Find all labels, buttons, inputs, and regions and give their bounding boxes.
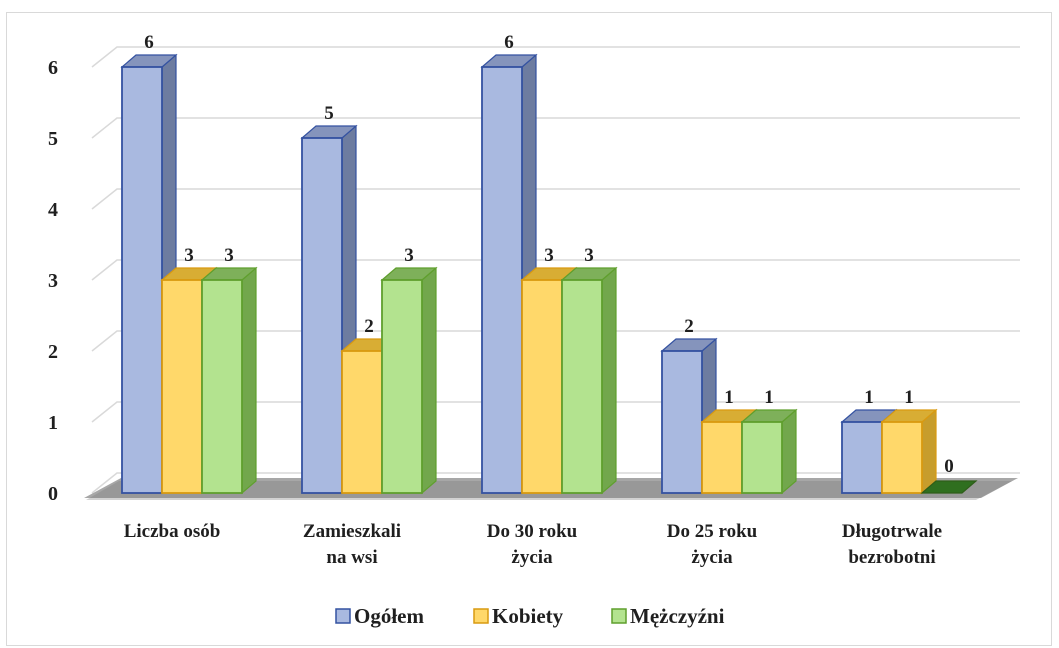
- gridline-4: [91, 188, 1020, 210]
- y-axis: 0 1 2 3 4 5 6: [48, 57, 58, 505]
- bar-side-2-0: [241, 266, 257, 495]
- gridline-5: [91, 117, 1020, 139]
- legend-swatch-1: [473, 608, 489, 624]
- bar-zero-2-4: [920, 480, 978, 494]
- y-tick-label-1: 1: [48, 412, 58, 434]
- bar-2-1: [381, 279, 423, 494]
- bar-1-3: [701, 421, 743, 494]
- value-label-1-0: 3: [184, 245, 194, 266]
- gridline-3: [91, 259, 1020, 281]
- gridline-1: [91, 401, 1020, 423]
- category-label-4-1: bezrobotni: [848, 547, 935, 568]
- bar-side-2-1: [421, 266, 437, 495]
- category-label-4-0: Długotrwale: [842, 521, 942, 542]
- legend-label-0: Ogółem: [354, 604, 424, 628]
- category-label-3-1: życia: [691, 547, 733, 568]
- legend-label-2: Mężczyźni: [630, 604, 725, 628]
- value-label-1-1: 2: [364, 316, 374, 337]
- value-label-0-3: 2: [684, 316, 694, 337]
- bar-0-4: [841, 421, 883, 494]
- category-label-0-0: Liczba osób: [124, 521, 221, 542]
- gridline-6: [91, 46, 1020, 68]
- bar-2-3: [741, 421, 783, 494]
- value-label-0-0: 6: [144, 32, 154, 53]
- bar-0-2: [481, 66, 523, 494]
- category-label-2-0: Do 30 roku: [487, 521, 578, 542]
- value-label-2-3: 1: [764, 387, 774, 408]
- value-label-2-4: 0: [944, 456, 954, 477]
- y-tick-label-2: 2: [48, 341, 58, 363]
- y-tick-label-0: 0: [48, 483, 58, 505]
- value-label-1-4: 1: [904, 387, 914, 408]
- value-label-2-0: 3: [224, 245, 234, 266]
- x-axis: Liczba osób Zamieszkali na wsi Do 30 roku ży…: [124, 521, 942, 568]
- y-tick-label-6: 6: [48, 57, 58, 79]
- value-label-0-1: 5: [324, 103, 334, 124]
- legend-label-1: Kobiety: [492, 604, 564, 628]
- y-tick-label-4: 4: [48, 199, 58, 221]
- category-label-1-0: Zamieszkali: [303, 521, 401, 542]
- gridline-2: [91, 330, 1020, 352]
- legend-swatch-2: [611, 608, 627, 624]
- bar-side-2-2: [601, 266, 617, 495]
- bar-0-1: [301, 137, 343, 494]
- bar-1-1: [341, 350, 383, 494]
- bar-1-0: [161, 279, 203, 494]
- value-label-2-1: 3: [404, 245, 414, 266]
- category-label-2-1: życia: [511, 547, 553, 568]
- y-tick-label-5: 5: [48, 128, 58, 150]
- category-label-1-1: na wsi: [326, 547, 377, 568]
- bars: [120, 53, 978, 495]
- value-label-2-2: 3: [584, 245, 594, 266]
- bar-1-2: [521, 279, 563, 494]
- bar-2-0: [201, 279, 243, 494]
- value-label-0-2: 6: [504, 32, 514, 53]
- legend-swatch-0: [335, 608, 351, 624]
- bar-side-2-3: [781, 408, 797, 495]
- bar-0-3: [661, 350, 703, 494]
- legend: Ogółem Kobiety Mężczyźni: [335, 604, 725, 628]
- bar-2-2: [561, 279, 603, 494]
- bar-side-1-4: [921, 408, 937, 495]
- category-label-3-0: Do 25 roku: [667, 521, 758, 542]
- value-label-1-2: 3: [544, 245, 554, 266]
- bar-0-0: [121, 66, 163, 494]
- bar-1-4: [881, 421, 923, 494]
- value-label-0-4: 1: [864, 387, 874, 408]
- value-labels: 6 5 6 2 1 3 2 3 1 1 3 3 3 1 0: [144, 32, 954, 477]
- value-label-1-3: 1: [724, 387, 734, 408]
- y-tick-label-3: 3: [48, 270, 58, 292]
